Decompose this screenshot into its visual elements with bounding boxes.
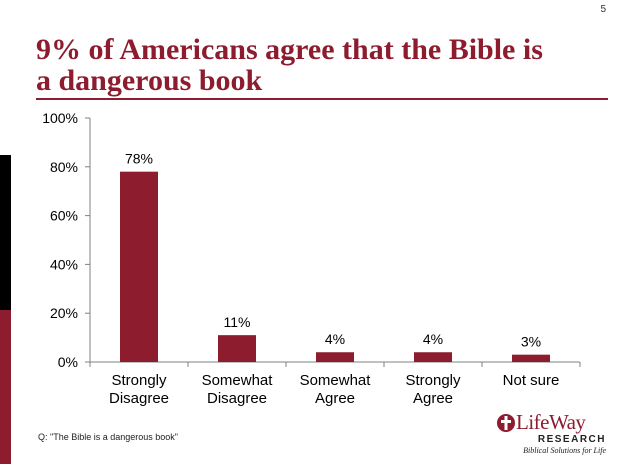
footnote: Q: "The Bible is a dangerous book" bbox=[38, 432, 178, 442]
bar bbox=[316, 352, 354, 362]
y-tick-label: 20% bbox=[50, 305, 78, 321]
data-label: 4% bbox=[423, 331, 443, 347]
bar bbox=[512, 354, 550, 362]
y-tick-label: 60% bbox=[50, 208, 78, 224]
y-tick-label: 40% bbox=[50, 256, 78, 272]
category-label: Strongly bbox=[111, 372, 167, 389]
bar bbox=[218, 335, 256, 362]
bar bbox=[120, 171, 158, 362]
y-tick-label: 100% bbox=[42, 110, 78, 126]
bar bbox=[414, 352, 452, 362]
side-accent-black bbox=[0, 155, 11, 310]
category-label: Agree bbox=[315, 390, 355, 407]
data-label: 11% bbox=[224, 314, 251, 330]
page-number: 5 bbox=[600, 4, 606, 15]
data-label: 78% bbox=[125, 151, 153, 167]
lifeway-logo: LifeWay RESEARCH Biblical Solutions for … bbox=[494, 410, 614, 460]
side-accent-red bbox=[0, 310, 11, 464]
category-label: Somewhat bbox=[202, 372, 274, 389]
category-label: Not sure bbox=[503, 372, 560, 389]
title-line-2: a dangerous book bbox=[36, 64, 263, 97]
category-label: Disagree bbox=[109, 390, 169, 407]
data-label: 4% bbox=[325, 331, 345, 347]
y-tick-label: 0% bbox=[58, 354, 78, 370]
y-tick-label: 80% bbox=[50, 159, 78, 175]
category-label: Strongly bbox=[405, 372, 461, 389]
logo-tagline: Biblical Solutions for Life bbox=[523, 446, 606, 455]
logo-name: LifeWay bbox=[516, 410, 586, 434]
category-label: Somewhat bbox=[300, 372, 372, 389]
cross-logo-icon bbox=[497, 414, 515, 432]
category-label: Disagree bbox=[207, 390, 267, 407]
title-underline bbox=[36, 98, 608, 100]
logo-subtitle: RESEARCH bbox=[537, 434, 606, 445]
slide-title: 9% of Americans agree that the Bible is … bbox=[36, 34, 596, 96]
data-label: 3% bbox=[521, 334, 541, 350]
category-label: Agree bbox=[413, 390, 453, 407]
title-line-1: 9% of Americans agree that the Bible is bbox=[36, 33, 543, 66]
